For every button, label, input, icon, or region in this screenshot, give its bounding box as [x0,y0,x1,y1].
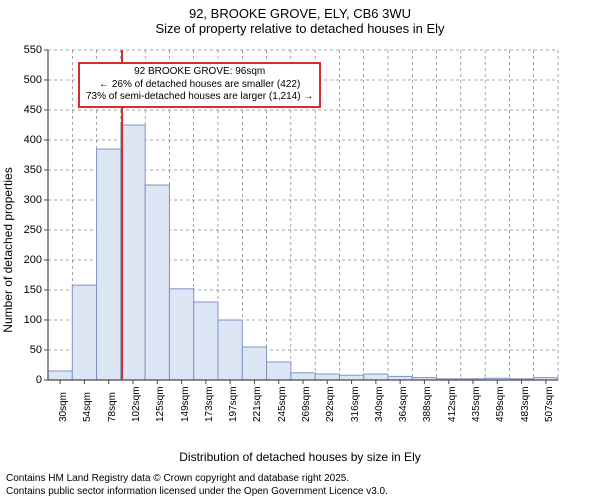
annotation-line2: ← 26% of detached houses are smaller (42… [86,79,313,92]
y-tick-label: 300 [24,194,42,206]
x-tick-label: 197sqm [228,386,239,422]
x-tick-label: 54sqm [82,392,93,422]
x-tick-label: 507sqm [544,386,555,422]
x-tick-label: 435sqm [471,386,482,422]
y-tick-label: 250 [24,224,42,236]
chart-title-line1: 92, BROOKE GROVE, ELY, CB6 3WU [0,6,600,21]
x-tick-label: 316sqm [350,386,361,422]
y-tick-label: 200 [24,254,42,266]
x-tick-label: 340sqm [374,386,385,422]
x-tick-label: 269sqm [301,386,312,422]
y-tick-label: 500 [24,74,42,86]
footer-attribution: Contains HM Land Registry data © Crown c… [6,473,388,498]
y-tick-label: 50 [30,344,42,356]
y-tick-label: 400 [24,134,42,146]
chart-plot-area: 050100150200250300350400450500550 30sqm5… [48,50,576,418]
x-tick-label: 364sqm [398,386,409,422]
x-tick-label: 149sqm [180,386,191,422]
annotation-line3: 73% of semi-detached houses are larger (… [86,91,313,104]
y-tick-label: 450 [24,104,42,116]
chart-title-block: 92, BROOKE GROVE, ELY, CB6 3WU Size of p… [0,0,600,36]
x-tick-label: 125sqm [155,386,166,422]
x-tick-label: 388sqm [422,386,433,422]
x-tick-label: 30sqm [58,392,69,422]
annotation-box: 92 BROOKE GROVE: 96sqm ← 26% of detached… [78,62,321,108]
footer-line1: Contains HM Land Registry data © Crown c… [6,473,388,486]
chart-title-line2: Size of property relative to detached ho… [0,21,600,36]
annotation-line1: 92 BROOKE GROVE: 96sqm [86,66,313,79]
x-axis-label: Distribution of detached houses by size … [0,450,600,464]
y-tick-label: 0 [36,374,42,386]
x-tick-label: 102sqm [131,386,142,422]
footer-line2: Contains public sector information licen… [6,486,388,499]
x-tick-label: 483sqm [520,386,531,422]
y-axis-label: Number of detached properties [1,85,15,250]
y-tick-label: 100 [24,314,42,326]
y-tick-label: 550 [24,44,42,56]
x-tick-label: 459sqm [495,386,506,422]
y-tick-label: 350 [24,164,42,176]
x-tick-label: 173sqm [204,386,215,422]
x-tick-label: 292sqm [325,386,336,422]
x-tick-label: 78sqm [107,392,118,422]
y-tick-label: 150 [24,284,42,296]
x-tick-label: 221sqm [252,386,263,422]
x-tick-label: 412sqm [447,386,458,422]
x-tick-label: 245sqm [277,386,288,422]
